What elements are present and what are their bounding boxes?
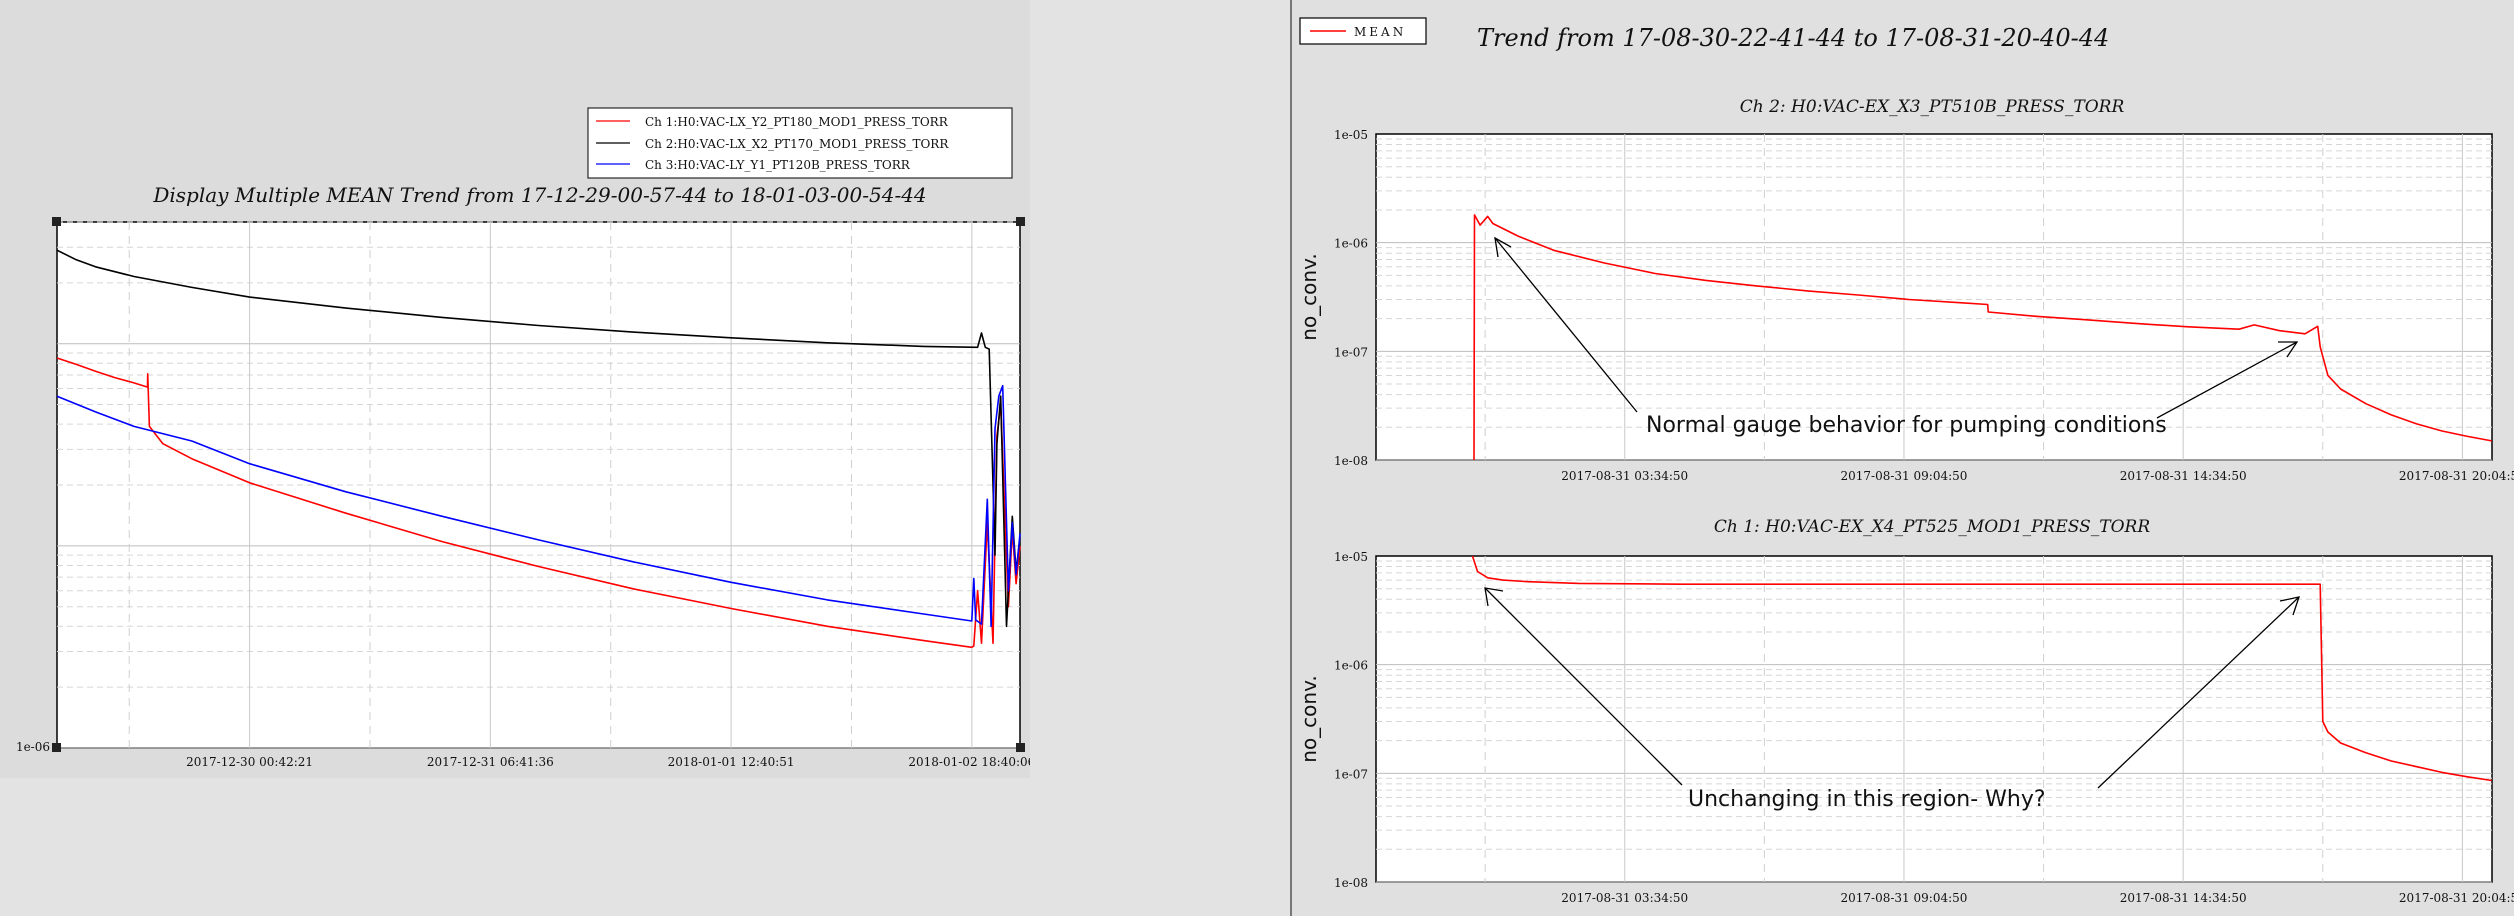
y-tick-label: 1e-07 <box>1334 345 1368 359</box>
trend-title: Trend from 17-08-30-22-41-44 to 17-08-31… <box>1477 24 2109 52</box>
annotation-arrowhead-left-2 <box>1484 587 1504 607</box>
legend-label-ch2: Ch 2:H0:VAC-LX_X2_PT170_MOD1_PRESS_TORR <box>645 137 949 151</box>
annotation-arrowhead-right-2 <box>2279 596 2300 616</box>
left-grid <box>57 221 1020 749</box>
annotation-text-bottom: Unchanging in this region- Why? <box>1688 787 2046 812</box>
top-axes: 2017-08-31 03:34:50 2017-08-31 09:04:50 20… <box>1334 128 2514 483</box>
left-panel: Ch 1:H0:VAC-LX_Y2_PT180_MOD1_PRESS_TORR … <box>0 0 1030 778</box>
bottom-chart-title: Ch 1: H0:VAC-EX_X4_PT525_MOD1_PRESS_TORR <box>1714 517 2150 537</box>
annotation-arrow-left <box>1494 237 1638 413</box>
annotation-arrowhead-right <box>2278 341 2299 358</box>
series-line-1 <box>1471 555 2492 782</box>
resize-handle-top-left[interactable] <box>52 217 61 226</box>
bottom-series <box>1471 555 2492 782</box>
left-y-tick-label: 1e-06 <box>16 740 50 754</box>
legend-label-mean: MEAN <box>1354 25 1406 39</box>
top-series <box>1473 214 2492 461</box>
x-tick-label: 2017-08-31 20:04:50 <box>2399 469 2514 483</box>
x-tick-label: 2017-08-31 20:04:50 <box>2399 891 2514 905</box>
legend-label-ch3: Ch 3:H0:VAC-LY_Y1_PT120B_PRESS_TORR <box>645 158 911 172</box>
series-line-2 <box>56 249 1021 628</box>
top-chart-title: Ch 2: H0:VAC-EX_X3_PT510B_PRESS_TORR <box>1740 97 2125 117</box>
x-tick-label: 2017-12-31 06:41:36 <box>427 755 554 769</box>
x-tick-label: 2017-08-31 09:04:50 <box>1841 891 1968 905</box>
y-tick-label: 1e-05 <box>1334 128 1368 142</box>
resize-handle-bottom-left[interactable] <box>52 743 61 752</box>
top-annotation: Normal gauge behavior for pumping condit… <box>1494 236 2299 438</box>
annotation-arrowhead-left <box>1494 236 1512 258</box>
annotation-arrow-right-2 <box>2097 596 2300 789</box>
right-charts: MEAN Trend from 17-08-30-22-41-44 to 17-… <box>1297 17 2514 905</box>
y-tick-label: 1e-08 <box>1334 454 1368 468</box>
y-tick-label: 1e-07 <box>1334 767 1368 781</box>
y-tick-label: 1e-08 <box>1334 876 1368 890</box>
resize-handle-top-right[interactable] <box>1016 217 1025 226</box>
bottom-plot-area <box>1375 555 2493 883</box>
resize-handle-bottom-right[interactable] <box>1016 743 1025 752</box>
x-tick-label: 2017-08-31 14:34:50 <box>2120 891 2247 905</box>
bottom-annotation: Unchanging in this region- Why? <box>1484 587 2300 812</box>
x-tick-label: 2017-08-31 09:04:50 <box>1841 469 1968 483</box>
annotation-arrow-right <box>2156 341 2298 419</box>
series-line-3 <box>56 384 1021 628</box>
x-tick-label: 2018-01-01 12:40:51 <box>668 755 795 769</box>
annotation-text-top: Normal gauge behavior for pumping condit… <box>1646 413 2167 438</box>
left-chart-title: Display Multiple MEAN Trend from 17-12-2… <box>152 183 926 207</box>
left-legend: Ch 1:H0:VAC-LX_Y2_PT180_MOD1_PRESS_TORR … <box>587 107 1013 179</box>
annotation-arrow-left-2 <box>1484 587 1683 786</box>
top-y-axis-label: no_conv. <box>1297 253 1321 340</box>
y-tick-label: 1e-06 <box>1334 237 1368 251</box>
left-legend-box <box>587 107 1013 179</box>
bottom-grid <box>1376 556 2492 883</box>
left-chart: Ch 1:H0:VAC-LX_Y2_PT180_MOD1_PRESS_TORR … <box>16 107 1030 769</box>
x-tick-label: 2017-08-31 03:34:50 <box>1561 891 1688 905</box>
right-legend: MEAN <box>1299 17 1427 45</box>
y-tick-label: 1e-06 <box>1334 659 1368 673</box>
right-panel: MEAN Trend from 17-08-30-22-41-44 to 17-… <box>1290 0 2514 916</box>
bottom-y-axis-label: no_conv. <box>1297 675 1321 762</box>
x-tick-label: 2018-01-02 18:40:06 <box>908 755 1030 769</box>
y-tick-label: 1e-05 <box>1334 550 1368 564</box>
legend-label-ch1: Ch 1:H0:VAC-LX_Y2_PT180_MOD1_PRESS_TORR <box>645 115 949 129</box>
bottom-axes: 2017-08-31 03:34:50 2017-08-31 09:04:50 20… <box>1334 550 2514 905</box>
series-line-1 <box>1473 214 2492 461</box>
top-grid <box>1376 134 2492 461</box>
x-tick-label: 2017-08-31 03:34:50 <box>1561 469 1688 483</box>
left-series <box>56 249 1021 649</box>
x-tick-label: 2017-12-30 00:42:21 <box>186 755 313 769</box>
left-x-axis: 2017-12-30 00:42:21 2017-12-31 06:41:36 20… <box>186 755 1030 769</box>
x-tick-label: 2017-08-31 14:34:50 <box>2120 469 2247 483</box>
top-plot-area <box>1375 133 2493 461</box>
